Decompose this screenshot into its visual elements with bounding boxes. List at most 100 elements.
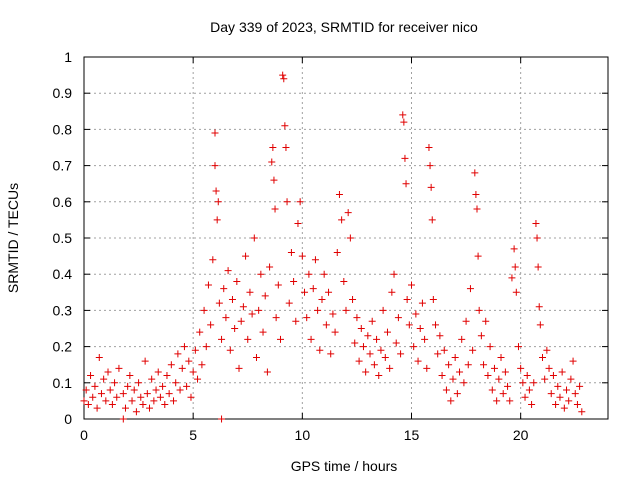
- data-point: [191, 346, 199, 354]
- data-point: [97, 390, 105, 398]
- data-point: [176, 386, 184, 394]
- data-point: [495, 375, 503, 383]
- data-point: [212, 187, 220, 195]
- data-point: [87, 372, 95, 380]
- data-point: [366, 350, 374, 358]
- data-point: [523, 372, 531, 380]
- data-point: [535, 303, 543, 311]
- data-point: [370, 361, 378, 369]
- data-point: [375, 372, 383, 380]
- data-point: [104, 368, 112, 376]
- y-tick-label: 0.6: [53, 194, 73, 210]
- data-point: [421, 335, 429, 343]
- data-point: [161, 401, 169, 409]
- data-point: [464, 361, 472, 369]
- data-point: [108, 401, 116, 409]
- data-point: [281, 122, 289, 130]
- data-point: [567, 375, 575, 383]
- data-point: [377, 346, 385, 354]
- data-point: [213, 216, 221, 224]
- data-point: [231, 325, 239, 332]
- data-point: [130, 386, 138, 394]
- data-point: [282, 144, 290, 151]
- y-tick-label: 0.3: [53, 302, 73, 318]
- data-point: [93, 404, 101, 412]
- data-point: [132, 408, 140, 416]
- data-point: [119, 390, 127, 398]
- data-point: [423, 364, 431, 372]
- data-point: [303, 314, 311, 322]
- data-point: [322, 321, 330, 329]
- data-point: [287, 248, 295, 256]
- data-point: [563, 386, 571, 394]
- data-point: [432, 321, 440, 329]
- data-point: [148, 375, 156, 383]
- data-point: [428, 216, 436, 224]
- data-point: [386, 364, 394, 372]
- data-point: [211, 129, 219, 137]
- data-point: [128, 397, 136, 405]
- data-point: [224, 267, 232, 275]
- data-point: [202, 343, 210, 351]
- data-point: [418, 299, 426, 307]
- data-point: [484, 372, 492, 380]
- data-point: [373, 335, 381, 343]
- data-point: [364, 332, 372, 340]
- data-point: [126, 372, 134, 380]
- data-point: [565, 397, 573, 405]
- data-point: [263, 368, 271, 376]
- data-point: [392, 339, 400, 347]
- data-point: [383, 328, 391, 336]
- data-point: [220, 285, 228, 293]
- data-point: [207, 321, 215, 329]
- chart-title: Day 339 of 2023, SRMTID for receiver nic…: [210, 19, 478, 35]
- data-point: [95, 353, 103, 361]
- data-point: [400, 118, 408, 126]
- data-point: [425, 144, 433, 151]
- data-point: [477, 332, 485, 340]
- data-point: [305, 270, 313, 278]
- data-point: [156, 393, 164, 401]
- data-point: [154, 368, 162, 376]
- data-point: [410, 343, 418, 351]
- data-point: [539, 353, 546, 361]
- data-point: [453, 390, 461, 398]
- data-point: [536, 321, 544, 329]
- data-point: [269, 144, 277, 151]
- data-point: [309, 285, 317, 293]
- data-point: [226, 346, 234, 354]
- data-point: [198, 361, 206, 369]
- data-point: [298, 252, 306, 260]
- data-point: [458, 335, 466, 343]
- data-point: [475, 306, 483, 314]
- data-point: [271, 205, 279, 213]
- data-point: [277, 335, 284, 343]
- data-point: [172, 379, 180, 387]
- data-point: [266, 263, 274, 271]
- data-point: [512, 288, 520, 296]
- data-point: [331, 328, 339, 336]
- data-point: [482, 317, 490, 325]
- data-point: [196, 328, 204, 336]
- data-point: [497, 353, 505, 361]
- data-point: [427, 183, 435, 191]
- data-point: [426, 162, 434, 170]
- data-point: [530, 379, 538, 387]
- data-point: [545, 364, 553, 372]
- data-point: [402, 180, 410, 188]
- data-point: [390, 270, 398, 278]
- data-point: [571, 390, 579, 398]
- data-point: [344, 209, 352, 217]
- x-tick-label: 10: [295, 427, 311, 443]
- data-point: [209, 256, 217, 264]
- data-point: [185, 357, 193, 365]
- data-point: [521, 393, 529, 401]
- data-point: [528, 401, 536, 409]
- data-point: [250, 234, 258, 242]
- data-point: [137, 393, 145, 401]
- data-point: [248, 310, 256, 318]
- y-tick-label: 1: [64, 49, 72, 65]
- data-point: [180, 343, 188, 351]
- data-point: [560, 404, 568, 412]
